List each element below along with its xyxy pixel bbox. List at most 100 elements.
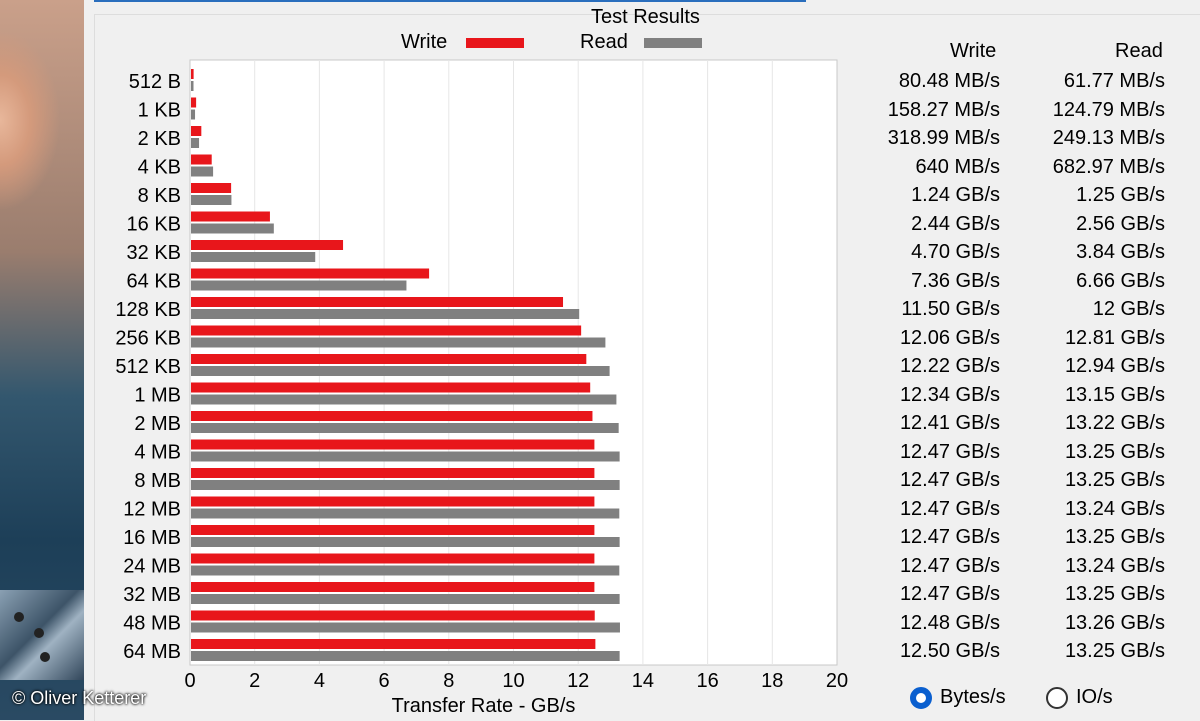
write-value-cell: 12.47 GB/s bbox=[899, 526, 1000, 548]
bytes-radio-label: Bytes/s bbox=[940, 686, 1006, 708]
write-bar bbox=[191, 525, 595, 535]
read-value-cell: 13.25 GB/s bbox=[1064, 583, 1165, 605]
write-bar bbox=[191, 69, 194, 79]
write-bar bbox=[191, 97, 197, 108]
legend-read-label: Read bbox=[580, 31, 628, 53]
y-category-label: 16 MB bbox=[123, 527, 181, 549]
read-bar bbox=[191, 622, 620, 633]
read-bar bbox=[191, 651, 620, 661]
read-bar bbox=[191, 537, 620, 547]
x-tick-label: 2 bbox=[249, 670, 260, 692]
read-value-cell: 12.81 GB/s bbox=[1064, 326, 1165, 349]
read-value-cell: 13.22 GB/s bbox=[1064, 412, 1165, 434]
write-value-cell: 12.47 GB/s bbox=[899, 469, 1000, 491]
read-value-cell: 682.97 MB/s bbox=[1052, 155, 1165, 178]
y-category-label: 32 KB bbox=[127, 242, 181, 264]
read-bar bbox=[191, 394, 617, 405]
read-value-cell: 13.26 GB/s bbox=[1064, 611, 1165, 634]
read-bar bbox=[191, 195, 232, 205]
x-tick-label: 16 bbox=[696, 670, 718, 692]
read-column-header: Read bbox=[1115, 40, 1163, 62]
read-bar bbox=[191, 565, 620, 576]
armor-stud bbox=[34, 628, 44, 638]
y-category-label: 2 MB bbox=[134, 413, 181, 435]
legend-write-label: Write bbox=[401, 31, 448, 53]
armor-stud bbox=[14, 612, 24, 622]
read-bar bbox=[191, 309, 580, 319]
write-value-cell: 12.47 GB/s bbox=[899, 583, 1000, 605]
write-bar bbox=[191, 610, 595, 621]
read-bar bbox=[191, 337, 606, 348]
write-bar bbox=[191, 411, 593, 421]
write-value-cell: 12.06 GB/s bbox=[899, 326, 1000, 349]
write-value-cell: 158.27 MB/s bbox=[887, 98, 1000, 121]
read-bar bbox=[191, 594, 620, 604]
write-value-cell: 80.48 MB/s bbox=[898, 70, 1000, 92]
write-value-cell: 12.22 GB/s bbox=[899, 355, 1000, 377]
write-bar bbox=[191, 582, 595, 592]
read-value-cell: 13.25 GB/s bbox=[1064, 469, 1165, 491]
write-bar bbox=[191, 468, 595, 478]
armor-stud bbox=[40, 652, 50, 662]
y-category-label: 8 MB bbox=[134, 470, 181, 492]
read-bar bbox=[191, 138, 200, 148]
read-value-cell: 12 GB/s bbox=[1092, 298, 1165, 320]
write-bar bbox=[191, 183, 232, 193]
read-bar bbox=[191, 366, 610, 376]
write-bar bbox=[191, 439, 595, 450]
x-tick-label: 14 bbox=[632, 670, 654, 692]
x-tick-label: 18 bbox=[761, 670, 783, 692]
write-bar bbox=[191, 297, 564, 307]
read-bar bbox=[191, 508, 620, 519]
read-value-cell: 124.79 MB/s bbox=[1052, 98, 1165, 121]
write-value-cell: 7.36 GB/s bbox=[911, 269, 1000, 292]
read-value-cell: 13.24 GB/s bbox=[1064, 554, 1165, 577]
y-category-label: 128 KB bbox=[115, 299, 181, 321]
io-radio-button[interactable] bbox=[1046, 686, 1068, 709]
y-category-label: 16 KB bbox=[127, 214, 181, 236]
y-category-label: 4 MB bbox=[134, 442, 181, 464]
read-bar bbox=[191, 109, 196, 120]
io-radio-label: IO/s bbox=[1076, 686, 1113, 708]
y-category-label: 12 MB bbox=[123, 499, 181, 521]
read-value-cell: 2.56 GB/s bbox=[1076, 212, 1165, 235]
write-bar bbox=[191, 382, 591, 393]
x-tick-label: 10 bbox=[502, 670, 524, 692]
write-bar bbox=[191, 126, 202, 136]
read-value-cell: 249.13 MB/s bbox=[1052, 127, 1165, 149]
write-value-cell: 12.47 GB/s bbox=[899, 440, 1000, 463]
write-value-cell: 2.44 GB/s bbox=[911, 212, 1000, 235]
write-value-cell: 12.50 GB/s bbox=[899, 640, 1000, 662]
write-value-cell: 12.47 GB/s bbox=[899, 497, 1000, 520]
chart-title: Test Results bbox=[591, 6, 700, 28]
read-bar bbox=[191, 252, 316, 262]
x-tick-label: 8 bbox=[443, 670, 454, 692]
y-category-label: 48 MB bbox=[123, 613, 181, 635]
y-category-label: 512 B bbox=[129, 71, 181, 93]
io-per-second-option[interactable]: IO/s bbox=[1046, 686, 1113, 709]
write-value-cell: 640 MB/s bbox=[915, 155, 1000, 178]
x-tick-label: 4 bbox=[314, 670, 325, 692]
read-value-cell: 61.77 MB/s bbox=[1063, 70, 1165, 92]
y-category-label: 1 KB bbox=[138, 100, 181, 122]
y-category-label: 256 KB bbox=[115, 328, 181, 350]
y-category-label: 1 MB bbox=[134, 385, 181, 407]
y-category-label: 512 KB bbox=[115, 356, 181, 378]
y-category-label: 8 KB bbox=[138, 185, 181, 207]
x-tick-label: 6 bbox=[379, 670, 390, 692]
read-bar bbox=[191, 423, 619, 433]
bytes-radio-button[interactable] bbox=[910, 686, 932, 709]
read-bar bbox=[191, 480, 620, 490]
write-bar bbox=[191, 268, 430, 279]
write-bar bbox=[191, 496, 595, 507]
read-bar bbox=[191, 451, 620, 462]
y-category-label: 64 KB bbox=[127, 271, 181, 293]
read-bar bbox=[191, 81, 194, 91]
read-value-cell: 12.94 GB/s bbox=[1064, 355, 1165, 377]
read-value-cell: 3.84 GB/s bbox=[1076, 241, 1165, 263]
read-value-cell: 6.66 GB/s bbox=[1076, 269, 1165, 292]
progress-line bbox=[94, 0, 806, 2]
x-axis-label: Transfer Rate - GB/s bbox=[392, 695, 576, 717]
write-value-cell: 12.47 GB/s bbox=[899, 554, 1000, 577]
bytes-per-second-option[interactable]: Bytes/s bbox=[910, 686, 1006, 709]
